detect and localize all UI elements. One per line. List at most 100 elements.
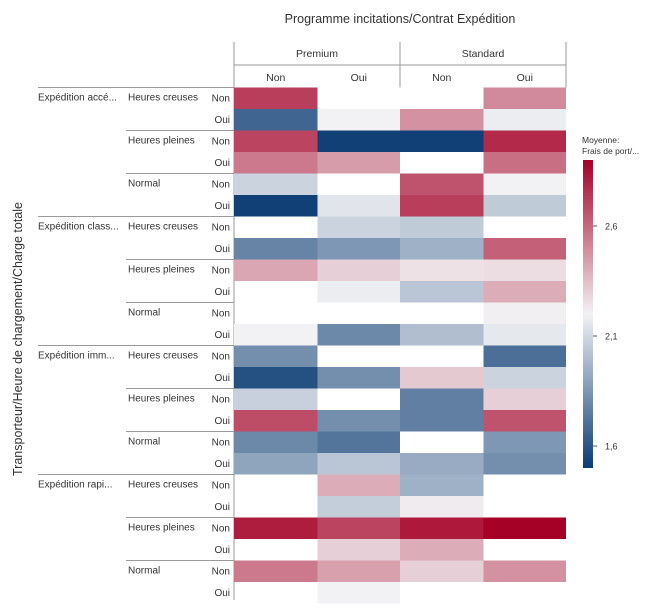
heatmap-cell — [483, 431, 566, 453]
heatmap-cell — [317, 216, 400, 238]
row-subgroup-label: Normal — [128, 566, 160, 577]
row-subgroup-label: Normal — [128, 308, 160, 319]
heatmap-cell — [317, 238, 400, 260]
heatmap-cell — [400, 367, 484, 389]
row-label: Oui — [214, 502, 230, 513]
colorbar-gradient — [583, 160, 593, 468]
heatmap-cell — [400, 238, 484, 260]
row-label: Oui — [214, 158, 230, 169]
heatmap-cell — [400, 560, 484, 582]
heatmap-cell — [234, 109, 318, 131]
heatmap-cell — [317, 410, 400, 432]
column-group-label: Standard — [462, 48, 505, 60]
heatmap-cell — [483, 345, 566, 367]
row-label: Non — [212, 352, 230, 363]
heatmap-cell — [234, 453, 318, 475]
heatmap-cell — [483, 517, 566, 539]
heatmap-cell — [400, 474, 484, 496]
row-label: Oui — [214, 244, 230, 255]
heatmap-cell — [483, 367, 566, 389]
row-label: Non — [212, 180, 230, 191]
heatmap-cell — [234, 195, 318, 217]
heatmap-cell — [234, 173, 318, 195]
heatmap-cell — [234, 367, 318, 389]
row-label: Non — [212, 223, 230, 234]
row-label: Oui — [214, 588, 230, 599]
row-group-label: Expédition rapi... — [38, 480, 113, 491]
heatmap-cell — [483, 302, 566, 324]
heatmap-cell — [234, 130, 318, 152]
heatmap-cell — [483, 173, 566, 195]
heatmap-cell — [400, 496, 484, 518]
heatmap-cell — [317, 582, 400, 604]
heatmap-cell — [400, 173, 484, 195]
row-label: Non — [212, 524, 230, 535]
heatmap-cell — [317, 109, 400, 131]
heatmap-cell — [317, 474, 400, 496]
heatmap-cell — [483, 130, 566, 152]
row-subgroup-label: Heures creuses — [128, 351, 198, 362]
heatmap-cell — [317, 130, 400, 152]
column-label: Oui — [351, 72, 367, 84]
heatmap-cells — [234, 87, 566, 604]
colorbar-title: Frais de port/... — [582, 146, 639, 156]
heatmap-cell — [234, 345, 318, 367]
heatmap-cell — [234, 431, 318, 453]
heatmap-cell — [483, 152, 566, 174]
row-group-label: Expédition class... — [38, 222, 119, 233]
row-label: Non — [212, 137, 230, 148]
row-subgroup-label: Normal — [128, 437, 160, 448]
heatmap-cell — [400, 517, 484, 539]
heatmap-cell — [483, 281, 566, 303]
row-subgroup-label: Normal — [128, 179, 160, 190]
row-subgroup-label: Heures creuses — [128, 480, 198, 491]
heatmap-cell — [483, 560, 566, 582]
row-label: Oui — [214, 545, 230, 556]
row-label: Non — [212, 266, 230, 277]
row-label: Non — [212, 94, 230, 105]
column-label: Non — [432, 72, 451, 84]
heatmap-cell — [317, 560, 400, 582]
heatmap-cell — [234, 517, 318, 539]
heatmap-cell — [234, 324, 318, 346]
heatmap-cell — [483, 388, 566, 410]
row-label: Oui — [214, 330, 230, 341]
heatmap-cell — [483, 324, 566, 346]
heatmap-cell — [317, 281, 400, 303]
row-label: Non — [212, 309, 230, 320]
heatmap-cell — [317, 195, 400, 217]
heatmap-cell — [483, 453, 566, 475]
heatmap-cell — [234, 560, 318, 582]
column-headers: Premium Non Oui Standard Non Oui — [233, 42, 567, 88]
heatmap-cell — [234, 259, 318, 281]
heatmap-cell — [400, 130, 484, 152]
heatmap-cell — [400, 453, 484, 475]
heatmap-cell — [400, 109, 484, 131]
row-label: Oui — [214, 459, 230, 470]
column-label: Non — [266, 72, 285, 84]
heatmap-cell — [400, 539, 484, 561]
colorbar-title: Moyenne: — [582, 135, 619, 145]
heatmap-cell — [400, 195, 484, 217]
heatmap-cell — [234, 388, 318, 410]
heatmap-cell — [483, 410, 566, 432]
heatmap-cell — [317, 324, 400, 346]
heatmap-cell — [400, 388, 484, 410]
row-subgroup-label: Heures creuses — [128, 222, 198, 233]
heatmap-cell — [234, 87, 318, 109]
row-group-label: Expédition accé... — [38, 93, 117, 104]
heatmap-cell — [400, 281, 484, 303]
heatmap-cell — [317, 517, 400, 539]
row-label: Non — [212, 438, 230, 449]
row-subgroup-label: Heures pleines — [128, 136, 195, 147]
heatmap-cell — [483, 195, 566, 217]
column-group-label: Premium — [296, 48, 338, 60]
heatmap-cell — [483, 259, 566, 281]
colorbar-tick-label: 2,1 — [605, 332, 618, 342]
y-axis-label: Transporteur/Heure de chargement/Charge … — [11, 202, 25, 476]
row-label: Non — [212, 567, 230, 578]
heatmap-cell — [234, 152, 318, 174]
row-label: Non — [212, 481, 230, 492]
heatmap-cell — [400, 410, 484, 432]
